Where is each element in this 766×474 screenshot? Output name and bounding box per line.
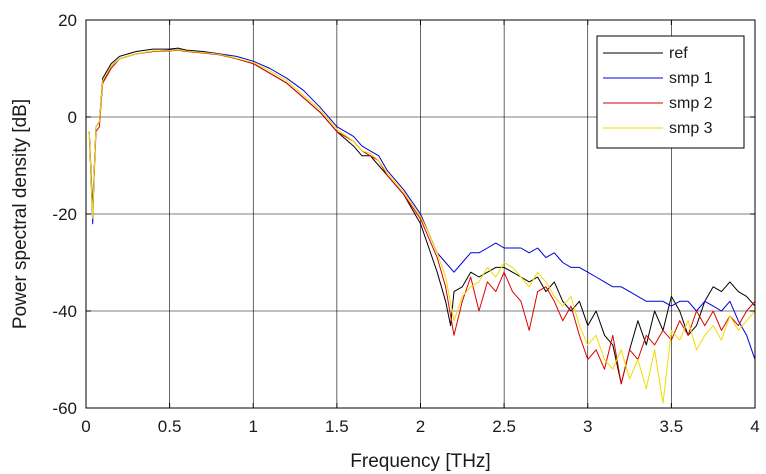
y-axis-label: Power spectral density [dB]	[10, 99, 31, 329]
x-tick-label: 0.5	[158, 417, 182, 436]
x-tick-label: 2	[416, 417, 425, 436]
y-tick-label: 0	[68, 108, 77, 127]
x-tick-label: 2.5	[492, 417, 516, 436]
legend: ref smp 1 smp 2 smp 3	[596, 35, 745, 149]
y-tick-label: -40	[52, 302, 77, 321]
series-layer	[88, 47, 756, 404]
x-tick-label: 3	[583, 417, 592, 436]
tick-marks	[85, 19, 756, 409]
series-line-3	[88, 49, 756, 404]
series-line-0	[88, 47, 756, 385]
x-tick-label: 1.5	[325, 417, 349, 436]
y-tick-label: -60	[52, 399, 77, 418]
legend-label: smp 3	[669, 120, 713, 137]
legend-label: ref	[669, 45, 688, 62]
x-axis-label: Frequency [THz]	[350, 451, 490, 472]
x-tick-label: 0	[81, 417, 90, 436]
x-tick-label: 3.5	[660, 417, 684, 436]
x-tick-label: 1	[249, 417, 258, 436]
x-tick-label: 4	[750, 417, 759, 436]
legend-label: smp 1	[669, 70, 713, 87]
tick-labels: 0 0.5 1 1.5 2 2.5 3 3.5 4 -60 -40 -20 0 20	[52, 11, 759, 436]
legend-label: smp 2	[669, 95, 713, 112]
legend-box	[596, 35, 745, 149]
y-tick-label: 20	[58, 11, 77, 30]
y-tick-label: -20	[52, 205, 77, 224]
